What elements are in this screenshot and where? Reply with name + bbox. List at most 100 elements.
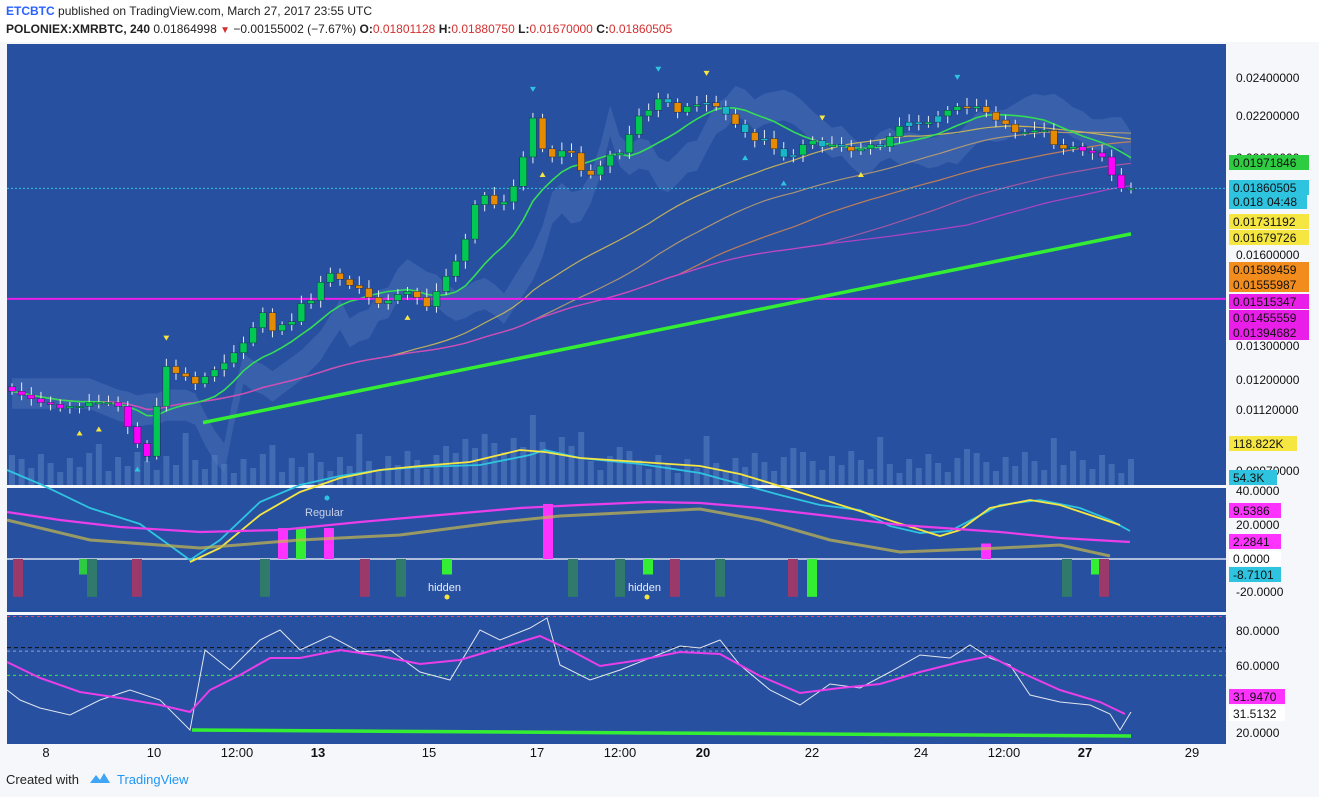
oscillator-pane[interactable]: Regular hidden hidden	[6, 449, 1226, 600]
candle-body	[731, 113, 740, 125]
candle-body	[1001, 119, 1010, 125]
down-arrow-icon: ▼	[220, 25, 231, 36]
volume-bar	[935, 463, 942, 485]
volume-bar	[558, 437, 565, 485]
symbol-label[interactable]: POLONIEX:XMRBTC, 240	[6, 22, 151, 36]
candle-body	[1079, 146, 1087, 152]
candles	[8, 92, 1135, 463]
oscillator-value-tag	[1229, 551, 1281, 566]
volume-bar	[500, 452, 507, 485]
candle-body	[972, 106, 981, 109]
candle-body	[384, 300, 392, 304]
candle-body	[779, 148, 788, 158]
author-link[interactable]: ETCBTC	[6, 4, 55, 18]
candle-body	[432, 291, 441, 307]
candle-body	[712, 102, 720, 107]
time-axis-tick-label: 10	[147, 745, 161, 760]
candle-body	[461, 238, 470, 262]
candle-body	[1069, 146, 1077, 150]
price-tag	[1229, 325, 1309, 340]
volume-bar	[520, 447, 527, 485]
volume-bar	[925, 454, 932, 485]
price-tag-label: 0.01860505	[1233, 181, 1297, 195]
candle-body	[799, 144, 807, 156]
close-label: C:	[596, 22, 609, 36]
candle-body	[172, 366, 180, 374]
candle-body	[558, 150, 566, 158]
price-axis-tick-label: 0.01200000	[1236, 373, 1300, 387]
rsi-axis-tick-label: 20.0000	[1236, 726, 1280, 740]
candle-body	[963, 106, 971, 109]
volume-bar	[703, 436, 710, 485]
price-tag	[1229, 294, 1309, 309]
candle-body	[8, 386, 16, 392]
close-value: 0.01860505	[608, 22, 673, 36]
volume-bar	[751, 453, 758, 485]
price-tag-label: 0.01455559	[1233, 311, 1297, 325]
price-tag	[1229, 262, 1309, 277]
volume-bar	[1031, 461, 1038, 485]
candle-body	[808, 140, 817, 145]
volume-bar	[954, 458, 961, 485]
chart-canvas[interactable]: Regular hidden hidden 0.02400000 0.02200000…	[0, 42, 1319, 762]
volume-bar	[472, 448, 479, 485]
volume-bar	[1041, 470, 1048, 485]
volume-bar	[645, 469, 652, 485]
candle-body	[288, 321, 296, 326]
price-tag	[1229, 230, 1309, 245]
tradingview-link[interactable]: TradingView	[117, 772, 189, 787]
price-axis-tick-label: 0.02400000	[1236, 71, 1300, 85]
volume-bar	[761, 462, 768, 485]
ohlc-line: POLONIEX:XMRBTC, 240 0.01864998 ▼ −0.001…	[6, 22, 672, 36]
volume-bar	[616, 447, 623, 485]
volume-bar	[1070, 451, 1077, 485]
candle-body	[905, 121, 913, 127]
candle-body	[1040, 130, 1048, 133]
volume-bar	[279, 472, 286, 485]
volume-bar	[105, 471, 112, 485]
price-tag	[1229, 310, 1309, 325]
support-trendline	[202, 232, 1132, 425]
open-value: 0.01801128	[372, 22, 436, 36]
oscillator-axis-tick-label: 40.0000	[1236, 484, 1280, 498]
volume-bar	[9, 455, 15, 485]
volume-bar	[992, 471, 999, 485]
candle-body	[297, 303, 306, 322]
volume-bar	[732, 458, 739, 485]
rsi-value-tag-label: 31.9470	[1233, 690, 1277, 704]
candle-body	[625, 134, 634, 154]
price-axis-tick-label: 0.02200000	[1236, 109, 1300, 123]
volume-bar	[375, 470, 382, 485]
histogram-bar	[788, 559, 798, 597]
volume-bar	[1021, 452, 1028, 485]
volume-bar	[964, 449, 971, 485]
candle-body	[982, 106, 991, 113]
oscillator-value-tag-label: 9.5386	[1233, 504, 1270, 518]
ema-fast-line	[11, 106, 1132, 417]
volume-bar	[597, 470, 604, 485]
volume-bar	[1128, 459, 1134, 485]
candle-body	[857, 148, 865, 152]
fractal-up-marker	[857, 171, 864, 177]
candle-body	[915, 121, 923, 125]
candle-body	[104, 402, 113, 405]
histogram-bar	[360, 559, 370, 597]
histogram-bar	[807, 559, 817, 597]
rsi-line	[6, 617, 1132, 732]
rsi-pane[interactable]	[6, 616, 1226, 738]
price-axis-tick-label: 0.01600000	[1236, 248, 1300, 262]
oscillator-value-tag-label: 2.2841	[1233, 535, 1270, 549]
volume-bar	[336, 457, 343, 485]
candle-body	[442, 275, 450, 292]
volume-bar	[780, 457, 787, 485]
candle-body	[394, 294, 402, 301]
candle-body	[210, 369, 219, 377]
volume-bar	[896, 473, 903, 485]
histogram-bar	[670, 559, 680, 597]
volume-bar	[828, 456, 835, 485]
volume-bar	[693, 468, 700, 485]
volume-bar	[1050, 438, 1057, 485]
price-tag	[1229, 214, 1309, 229]
volume-bar	[809, 461, 816, 485]
candle-body	[249, 327, 257, 344]
